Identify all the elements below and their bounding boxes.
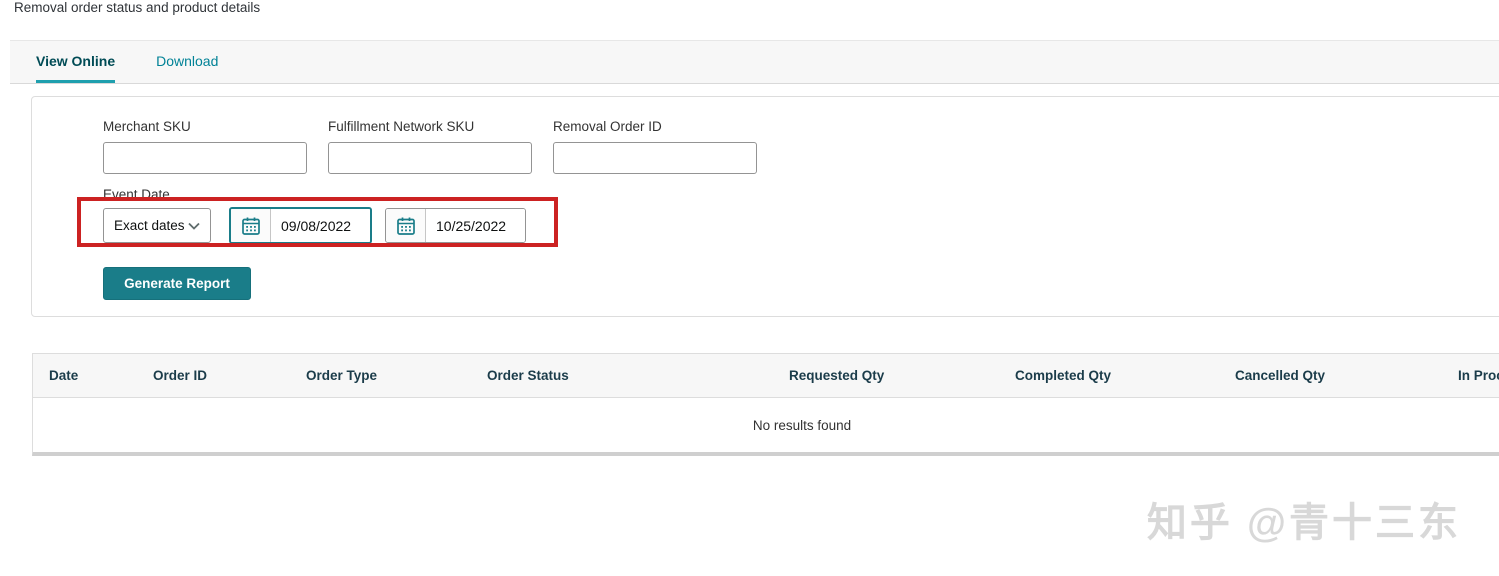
date-mode-dropdown[interactable]: Exact dates — [103, 208, 211, 243]
watermark: 知乎 @青十三东 — [1146, 501, 1461, 545]
page-title: Removal order status and product details — [14, 0, 261, 15]
table-header-row: Date Order ID Order Type Order Status Re… — [33, 354, 1499, 398]
fulfillment-network-sku-label: Fulfillment Network SKU — [328, 119, 475, 134]
field-fulfillment-network-sku: Fulfillment Network SKU — [328, 119, 532, 174]
end-date-field — [385, 208, 526, 243]
column-header-requested-qty: Requested Qty — [789, 368, 885, 383]
event-date-label: Event Date — [103, 187, 170, 202]
calendar-icon[interactable] — [386, 209, 426, 242]
column-header-order-type: Order Type — [306, 368, 378, 383]
column-header-date: Date — [49, 368, 79, 383]
chevron-down-icon — [188, 218, 200, 233]
empty-results-message: No results found — [33, 398, 1499, 452]
merchant-sku-input[interactable] — [103, 142, 307, 174]
tab-view-online[interactable]: View Online — [36, 41, 116, 83]
calendar-icon[interactable] — [231, 209, 271, 242]
column-header-order-status: Order Status — [487, 368, 569, 383]
fulfillment-network-sku-input[interactable] — [328, 142, 532, 174]
column-header-completed-qty: Completed Qty — [1015, 368, 1112, 383]
column-header-cancelled-qty: Cancelled Qty — [1235, 368, 1326, 383]
start-date-input[interactable] — [271, 209, 370, 242]
date-mode-value: Exact dates — [114, 218, 185, 233]
end-date-input[interactable] — [426, 209, 525, 242]
field-merchant-sku: Merchant SKU — [103, 119, 307, 174]
generate-report-button[interactable]: Generate Report — [103, 267, 251, 300]
column-header-order-id: Order ID — [153, 368, 208, 383]
tab-download[interactable]: Download — [156, 52, 219, 69]
removal-order-id-label: Removal Order ID — [553, 119, 662, 134]
results-table: Date Order ID Order Type Order Status Re… — [32, 353, 1499, 456]
tab-bar: View Online Download — [10, 40, 1499, 84]
field-removal-order-id: Removal Order ID — [553, 119, 757, 174]
merchant-sku-label: Merchant SKU — [103, 119, 191, 134]
start-date-field — [229, 207, 372, 244]
filter-panel: Merchant SKU Fulfillment Network SKU Rem… — [31, 96, 1499, 317]
column-header-in-process-qty: In Process Qty — [1458, 368, 1499, 383]
removal-order-id-input[interactable] — [553, 142, 757, 174]
